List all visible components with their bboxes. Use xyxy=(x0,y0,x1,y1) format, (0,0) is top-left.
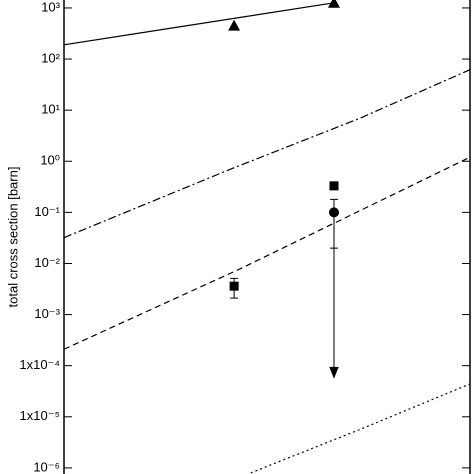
y-tick-label: 10² xyxy=(41,50,60,65)
series-line xyxy=(63,156,471,350)
y-tick-label: 10⁻³ xyxy=(34,306,60,321)
series-line xyxy=(63,69,471,239)
point xyxy=(229,281,239,291)
point xyxy=(327,0,340,8)
y-tick-label: 10⁻¹ xyxy=(34,204,60,219)
y-tick-label: 1x10⁻⁴ xyxy=(19,357,60,372)
y-tick-label: 10³ xyxy=(41,0,60,14)
point xyxy=(228,19,241,31)
point xyxy=(328,207,339,218)
y-tick-label: 10⁻² xyxy=(34,255,60,270)
limit-arrow xyxy=(329,212,339,379)
y-tick-label: 10⁰ xyxy=(40,153,60,168)
series-line xyxy=(63,2,335,46)
y-tick-label: 10¹ xyxy=(41,102,60,117)
y-axis-label: total cross section [barn] xyxy=(5,167,20,308)
series-line xyxy=(250,383,471,474)
point xyxy=(329,181,339,191)
y-tick-label: 1x10⁻⁵ xyxy=(20,408,60,423)
y-tick-label: 10⁻⁶ xyxy=(33,459,60,474)
